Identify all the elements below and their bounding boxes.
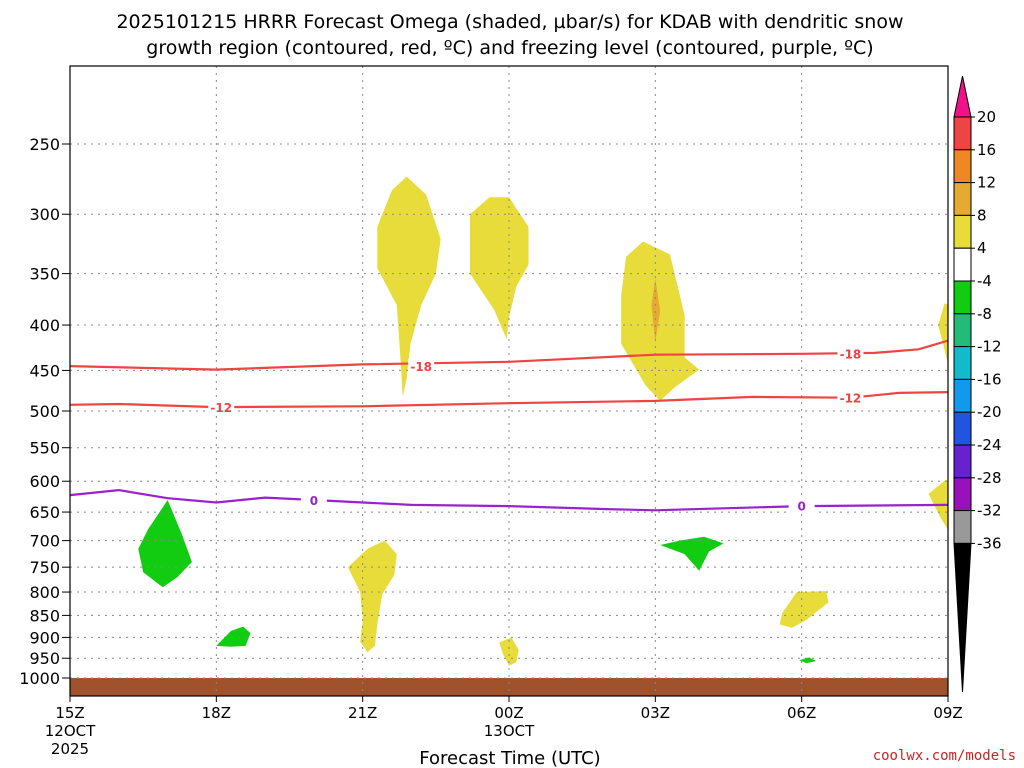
omega-neg-d bbox=[799, 657, 817, 664]
x-tick-label: 18Z bbox=[202, 704, 231, 722]
x-tick-label: 00Z bbox=[494, 704, 523, 722]
colorbar-label: -28 bbox=[977, 469, 1002, 487]
y-tick-label: 300 bbox=[29, 205, 60, 224]
chart-title-line-1: 2025101215 HRRR Forecast Omega (shaded, … bbox=[116, 11, 903, 33]
omega-pos-e bbox=[928, 479, 948, 530]
surface-band bbox=[70, 678, 948, 696]
omega-neg-b bbox=[216, 626, 251, 647]
y-tick-label: 500 bbox=[29, 402, 60, 421]
y-axis-ticks: 250 300 350 400 450 500 550 600 650 700 750 800 850 9… bbox=[19, 135, 70, 688]
omega-pos-b bbox=[470, 197, 529, 340]
omega-pos-g bbox=[499, 637, 519, 666]
dgz-minus-12-label: -12 bbox=[210, 401, 232, 415]
colorbar-label: 8 bbox=[977, 206, 987, 224]
y-tick-label: 350 bbox=[29, 265, 60, 284]
y-tick-label: 900 bbox=[29, 628, 60, 647]
colorbar-swatch-8 bbox=[953, 378, 972, 413]
colorbar-swatch-0 bbox=[953, 116, 972, 151]
omega-shaded-regions bbox=[138, 176, 948, 666]
y-tick-label: 550 bbox=[29, 439, 60, 458]
colorbar-top-arrow bbox=[953, 75, 972, 118]
y-tick-label: 400 bbox=[29, 316, 60, 335]
omega-pos-h bbox=[779, 591, 829, 628]
colorbar-label: -8 bbox=[977, 305, 992, 323]
colorbar-swatch-3 bbox=[953, 214, 972, 249]
y-tick-label: 1000 bbox=[19, 669, 60, 688]
freezing-level-line bbox=[70, 488, 948, 512]
colorbar-label: 16 bbox=[977, 141, 996, 159]
omega-pos-f bbox=[348, 540, 397, 653]
x-tick-sublabel-date: 12OCT bbox=[45, 722, 96, 740]
colorbar-label: 20 bbox=[977, 108, 996, 126]
chart-title-line-2: growth region (contoured, red, ºC) and f… bbox=[146, 37, 873, 59]
colorbar-swatch-2 bbox=[953, 182, 972, 216]
freezing-level-label: 0 bbox=[797, 500, 805, 514]
dgz-minus-18-label: -18 bbox=[840, 348, 862, 362]
colorbar-swatch-4 bbox=[953, 247, 972, 282]
y-tick-label: 950 bbox=[29, 649, 60, 668]
dgz-minus-18-label-bg-1 bbox=[837, 346, 864, 362]
omega-pos-d bbox=[938, 303, 948, 365]
colorbar-label: -16 bbox=[977, 370, 1002, 388]
colorbar-swatch-9 bbox=[953, 411, 972, 446]
omega-neg-c bbox=[660, 536, 724, 571]
dgz-minus-18-label-bg-0 bbox=[408, 358, 435, 374]
freezing-level-label-bg-1 bbox=[788, 498, 815, 514]
colorbar-label: -4 bbox=[977, 272, 992, 290]
omega-pos-c bbox=[621, 241, 700, 401]
x-tick-sublabel-year: 2025 bbox=[51, 740, 89, 758]
x-tick-label: 06Z bbox=[787, 704, 816, 722]
y-tick-label: 250 bbox=[29, 135, 60, 154]
colorbar-swatch-1 bbox=[953, 149, 972, 184]
colorbar-label: -12 bbox=[977, 338, 1002, 356]
y-tick-label: 650 bbox=[29, 503, 60, 522]
grid-lines bbox=[70, 66, 948, 696]
colorbar-swatch-11 bbox=[953, 477, 972, 512]
colorbar-label: -20 bbox=[977, 403, 1002, 421]
dgz-minus-18-line bbox=[70, 339, 948, 371]
x-tick-label: 21Z bbox=[348, 704, 377, 722]
colorbar: 20 16 12 8 4 -4 -8 -12 -16 -20 -24 -28 -32 -36 bbox=[953, 75, 1002, 693]
y-tick-label: 800 bbox=[29, 583, 60, 602]
colorbar-swatch-7 bbox=[953, 346, 972, 380]
colorbar-bottom-arrow bbox=[953, 542, 972, 693]
dgz-minus-12-label-bg-0 bbox=[208, 399, 235, 415]
x-tick-label: 09Z bbox=[933, 704, 962, 722]
colorbar-swatch-5 bbox=[953, 280, 972, 315]
dgz-minus-18-label: -18 bbox=[410, 360, 432, 374]
colorbar-swatch-10 bbox=[953, 444, 972, 479]
y-tick-label: 600 bbox=[29, 472, 60, 491]
credit-text: coolwx.com/models bbox=[873, 748, 1016, 764]
colorbar-swatch-6 bbox=[953, 313, 972, 348]
surface-band-layer bbox=[70, 678, 948, 696]
omega-pos-c-core bbox=[651, 279, 661, 342]
colorbar-label: -32 bbox=[977, 502, 1002, 520]
colorbar-swatch-12 bbox=[953, 510, 972, 544]
colorbar-label: -24 bbox=[977, 436, 1002, 454]
x-tick-label: 15Z bbox=[55, 704, 84, 722]
omega-pos-a bbox=[377, 176, 441, 397]
dgz-minus-12-line bbox=[70, 391, 948, 409]
y-tick-label: 700 bbox=[29, 532, 60, 551]
dgz-minus-12-label-bg-1 bbox=[837, 390, 864, 406]
colorbar-label: 4 bbox=[977, 239, 987, 257]
dgz-minus-12-label: -12 bbox=[840, 391, 862, 405]
colorbar-label: 12 bbox=[977, 174, 996, 192]
colorbar-label: -36 bbox=[977, 534, 1002, 552]
y-tick-label: 750 bbox=[29, 558, 60, 577]
x-tick-sublabel-date: 13OCT bbox=[484, 722, 535, 740]
x-axis-label: Forecast Time (UTC) bbox=[419, 748, 600, 768]
y-tick-label: 450 bbox=[29, 361, 60, 380]
contour-lines: -18 -18 -12 -12 0 0 bbox=[70, 339, 948, 514]
freezing-level-label: 0 bbox=[310, 494, 318, 508]
omega-neg-a bbox=[138, 500, 192, 588]
y-tick-label: 850 bbox=[29, 606, 60, 625]
freezing-level-label-bg-0 bbox=[300, 493, 327, 509]
x-tick-label: 03Z bbox=[641, 704, 670, 722]
